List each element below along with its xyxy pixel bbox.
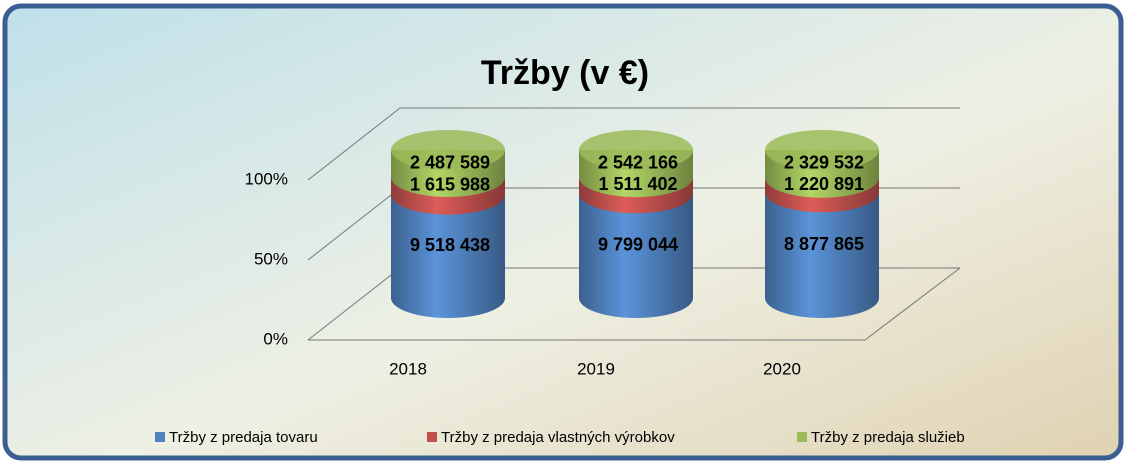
- bar-top: [765, 130, 879, 170]
- legend-swatch: [797, 432, 807, 442]
- data-label: 9 799 044: [598, 234, 678, 254]
- legend-swatch: [155, 432, 165, 442]
- data-label: 1 220 891: [784, 174, 864, 194]
- bar-bottom: [765, 157, 879, 198]
- data-label: 1 511 402: [598, 174, 677, 194]
- data-label: 1 615 988: [410, 175, 490, 195]
- bar-segment: [579, 193, 693, 318]
- bar-segment: [391, 130, 505, 198]
- bar-segment: [391, 194, 505, 318]
- y-tick-label: 0%: [263, 329, 288, 348]
- bar-bottom: [391, 278, 505, 318]
- legend-swatch: [427, 432, 437, 442]
- legend-label: Tržby z predaja tovaru: [169, 429, 318, 446]
- y-tick-label: 100%: [245, 169, 288, 188]
- x-tick-label: 2019: [577, 359, 615, 378]
- data-label: 9 518 438: [410, 235, 490, 255]
- bar-bottom: [579, 278, 693, 318]
- bar-segment: [765, 130, 879, 198]
- floor: [308, 267, 961, 341]
- data-label: 8 877 865: [784, 234, 864, 254]
- bar-segment: [579, 130, 693, 198]
- chart-frame: [2, 3, 1124, 461]
- data-label: 2 329 532: [784, 153, 864, 173]
- data-label: 2 542 166: [598, 152, 678, 172]
- bar-top: [391, 130, 505, 170]
- y-tick-label: 50%: [254, 249, 288, 268]
- bar-top: [579, 130, 693, 170]
- x-tick-label: 2020: [763, 359, 801, 378]
- grid-line: [307, 107, 960, 181]
- data-label: 2 487 589: [410, 152, 490, 172]
- bar-bottom: [765, 278, 879, 318]
- legend-label: Tržby z predaja vlastných výrobkov: [441, 429, 675, 446]
- chart-title: Tržby (v €): [481, 54, 649, 92]
- x-tick-label: 2018: [389, 359, 427, 378]
- legend-label: Tržby z predaja služieb: [811, 429, 965, 446]
